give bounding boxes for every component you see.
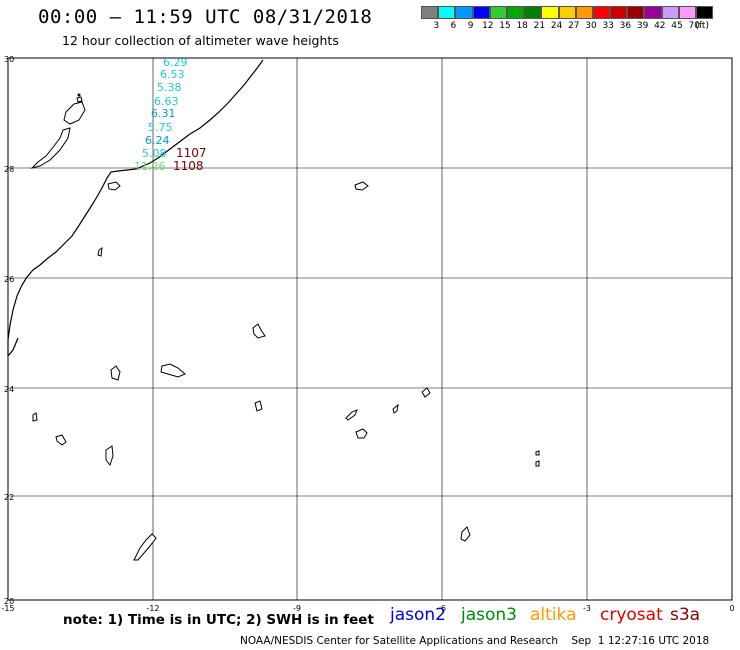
swh-color-scale: 3 6 9 12 15 18 21 24 27 30 33 36 39 42 45 70 (ft) xyxy=(421,6,714,33)
color-scale-label: 18 xyxy=(516,21,528,31)
island-fuerteventura xyxy=(30,127,71,169)
map-frame xyxy=(7,57,733,601)
color-swatch xyxy=(575,6,593,19)
color-swatch xyxy=(661,6,679,19)
longitude-label: -15 xyxy=(1,604,14,613)
island-small xyxy=(77,93,81,97)
island-small xyxy=(421,387,431,398)
island-small xyxy=(97,246,103,257)
color-swatch xyxy=(541,6,559,19)
africa-coastline xyxy=(7,59,264,358)
color-scale-label: 9 xyxy=(467,21,474,31)
latitude-label: 24 xyxy=(4,385,14,394)
island-small xyxy=(460,526,471,542)
island-small xyxy=(354,181,369,191)
map-title: 00:00 – 11:59 UTC 08/31/2018 xyxy=(38,6,373,28)
island-small xyxy=(55,434,67,446)
satellite-s3a: s3a xyxy=(670,605,701,625)
latitude-label: 30 xyxy=(4,55,14,64)
satellite-altika: altika xyxy=(530,605,577,625)
pass-time-label: 1107 xyxy=(176,146,207,160)
map-subtitle: 12 hour collection of altimeter wave hei… xyxy=(62,33,339,48)
island-small xyxy=(110,365,121,381)
color-scale-label: 21 xyxy=(533,21,546,31)
satellite-jason3: jason3 xyxy=(461,605,517,625)
color-swatch xyxy=(524,6,542,19)
swh-value: 6.53 xyxy=(160,68,185,81)
color-scale-label: 24 xyxy=(550,21,563,31)
swh-value: 5.38 xyxy=(157,81,182,94)
island-small xyxy=(535,450,540,456)
color-swatch xyxy=(696,6,714,19)
island-small xyxy=(107,181,121,191)
color-scale-label: 36 xyxy=(619,21,632,31)
latitude-label: 22 xyxy=(4,493,14,502)
island-small xyxy=(252,323,266,339)
longitude-label: -3 xyxy=(583,604,591,613)
satellite-cryosat: cryosat xyxy=(600,605,663,625)
swh-value: 6.63 xyxy=(154,95,179,108)
island-small xyxy=(392,403,399,414)
map-note: note: 1) Time is in UTC; 2) SWH is in fe… xyxy=(63,612,374,628)
latitude-label: 28 xyxy=(4,165,14,174)
color-scale-label: 33 xyxy=(602,21,614,31)
island-small xyxy=(535,460,540,467)
island-small xyxy=(254,400,263,412)
swh-value: 6.24 xyxy=(145,134,170,147)
color-scale-label: 30 xyxy=(585,21,597,31)
color-swatch xyxy=(644,6,662,19)
latitude-label: 26 xyxy=(4,275,14,284)
longitude-label: -12 xyxy=(146,604,159,613)
swh-value: 11.26 xyxy=(134,160,166,173)
color-scale-label: 12 xyxy=(482,21,494,31)
color-scale-label: 27 xyxy=(568,21,580,31)
map-gridlines xyxy=(8,58,732,600)
color-swatch xyxy=(558,6,576,19)
island-small xyxy=(355,428,368,439)
color-scale-label: 45 xyxy=(671,21,683,31)
swh-value: 5.75 xyxy=(148,121,173,134)
island-small xyxy=(160,363,186,378)
latitude-label: 20 xyxy=(4,597,14,606)
color-swatch xyxy=(627,6,645,19)
swh-value: 6.29 xyxy=(163,56,188,69)
color-scale-label: 42 xyxy=(654,21,666,31)
swh-value: 6.31 xyxy=(151,107,176,120)
color-scale-label: 39 xyxy=(636,21,649,31)
swh-value: 5.08 xyxy=(142,147,167,160)
color-swatch xyxy=(506,6,525,19)
color-scale-label: (ft) xyxy=(695,21,709,31)
satellite-jason2: jason2 xyxy=(390,605,446,625)
color-swatch xyxy=(678,6,696,19)
longitude-label: -9 xyxy=(293,604,301,613)
longitude-label: 0 xyxy=(729,604,734,613)
color-scale-swatches xyxy=(421,6,714,19)
color-swatch xyxy=(421,6,439,19)
island-small xyxy=(32,412,38,422)
color-scale-label: 3 xyxy=(433,21,440,31)
island-small xyxy=(133,533,157,561)
color-scale-labels: 3 6 9 12 15 18 21 24 27 30 33 36 39 42 45 70 (ft) xyxy=(421,19,713,33)
color-swatch xyxy=(489,6,507,19)
map-footer: NOAA/NESDIS Center for Satellite Applica… xyxy=(240,635,710,647)
color-swatch xyxy=(455,6,473,19)
color-swatch xyxy=(438,6,456,19)
color-swatch xyxy=(472,6,490,19)
color-scale-label: 70 xyxy=(688,21,700,31)
island-small xyxy=(105,445,114,467)
color-scale-label: 6 xyxy=(450,21,457,31)
color-swatch xyxy=(610,6,628,19)
color-scale-label: 15 xyxy=(499,21,511,31)
pass-time-label: 1108 xyxy=(173,159,204,173)
color-swatch xyxy=(592,6,611,19)
island-small xyxy=(76,96,83,103)
island-small xyxy=(345,409,358,421)
longitude-label: -6 xyxy=(438,604,446,613)
island-lanzarote xyxy=(63,101,86,125)
map-axis-labels: 30 28 26 24 22 20-15 -12 -9 -6 -3 0 xyxy=(1,55,734,613)
